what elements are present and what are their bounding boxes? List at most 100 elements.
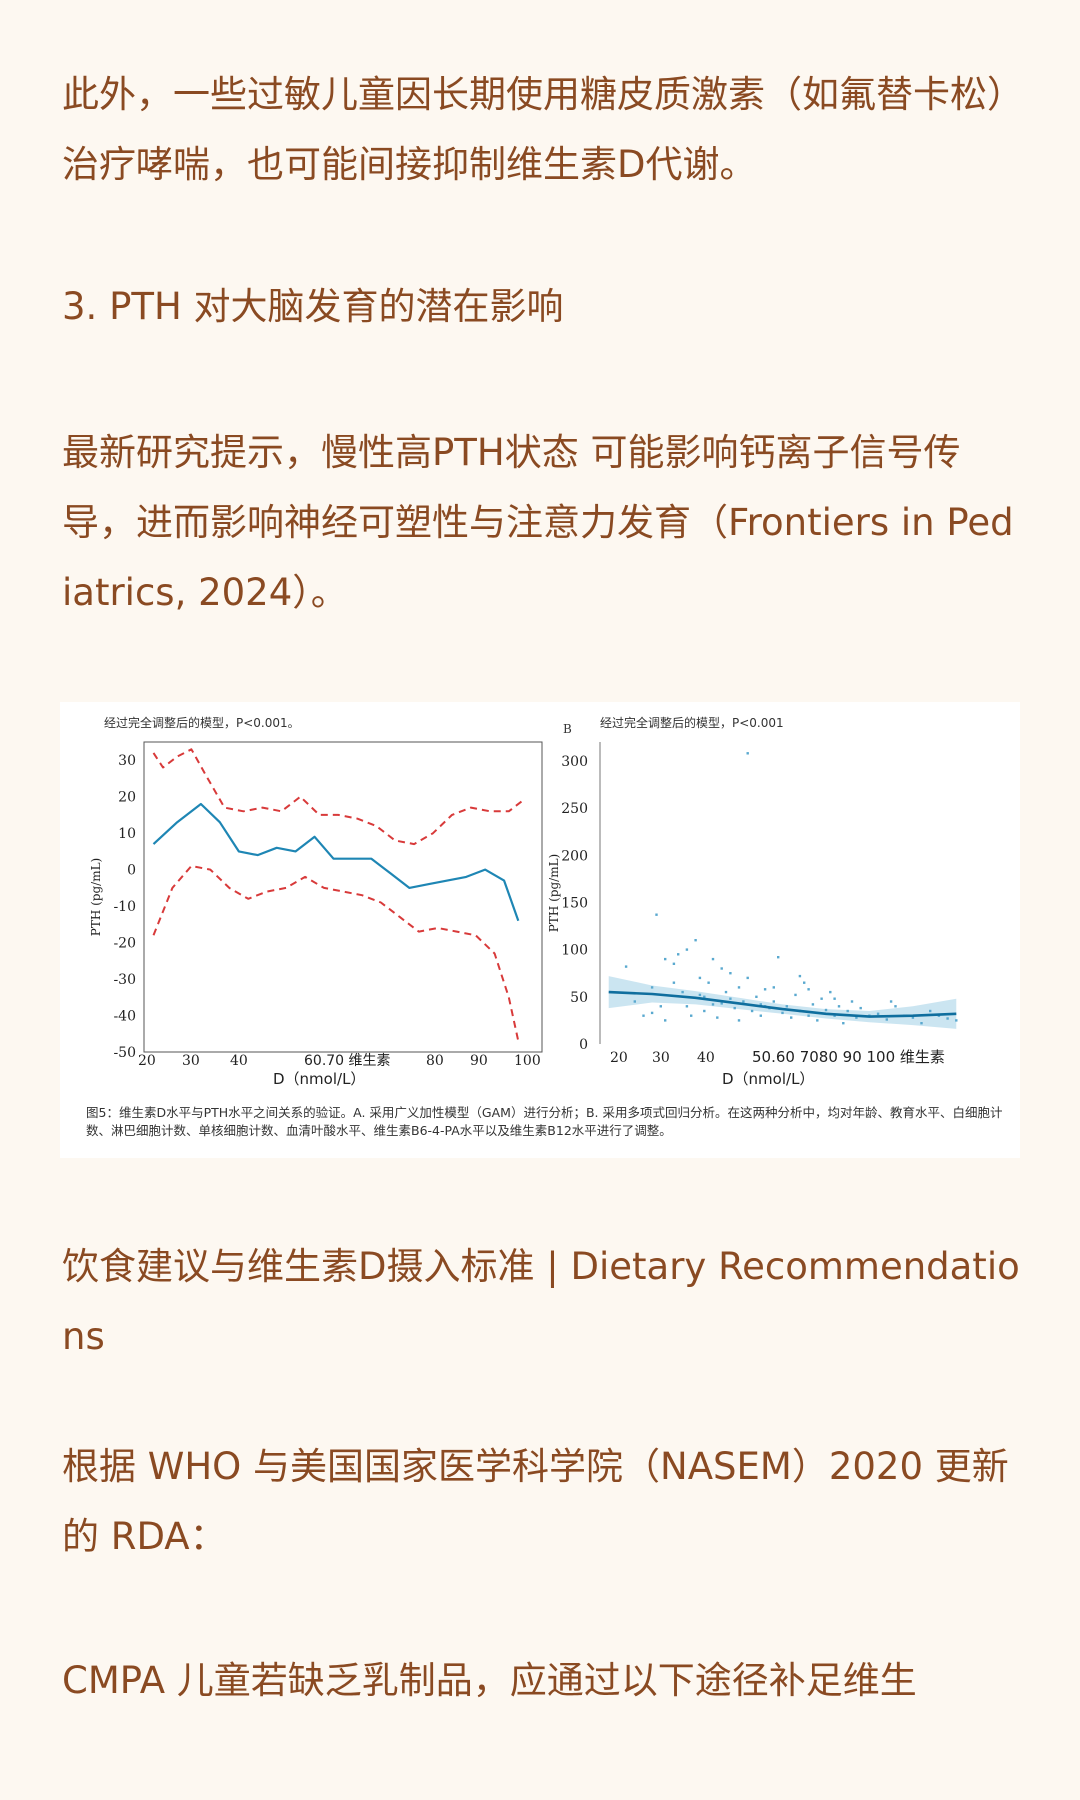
panel-b-point xyxy=(672,962,676,965)
panel-b-point xyxy=(624,965,628,968)
panel-b-title: 经过完全调整后的模型，P<0.001 xyxy=(600,716,784,730)
panel-b-point xyxy=(716,1016,719,1019)
panel-a-x-tick: 20 xyxy=(138,1053,156,1069)
panel-b-point xyxy=(750,1009,754,1013)
panel-b-point xyxy=(729,997,732,1000)
panel-b-point xyxy=(733,1006,736,1010)
panel-a-y-tick: -50 xyxy=(113,1045,136,1061)
panel-b-point xyxy=(829,990,832,994)
panel-a-y-tick: 10 xyxy=(118,826,136,842)
panel-b-point xyxy=(824,1008,828,1012)
panel-a-ylabel: PTH (pg/mL) xyxy=(89,858,103,936)
panel-b-point xyxy=(911,1016,915,1019)
panel-b-point xyxy=(746,752,749,755)
panel-b-point xyxy=(633,1000,636,1003)
panel-a-frame xyxy=(143,741,543,1053)
panel-b-point xyxy=(929,1009,932,1013)
figure-vitd-pth: 30 20 10 0 -10 -20 -30 -40 -50 20 30 40 60.70 维生素 80 9… xyxy=(60,702,1020,1158)
panel-b-point xyxy=(720,967,723,970)
panel-b-point xyxy=(755,995,758,998)
panel-b-x-tick: 40 xyxy=(697,1050,715,1066)
panel-b-point xyxy=(855,1016,858,1019)
panel-b-point xyxy=(955,1019,958,1022)
panel-b-point xyxy=(746,976,749,980)
panel-b-point xyxy=(720,1002,723,1005)
panel-a-y-tick: 0 xyxy=(127,863,136,879)
panel-b-x-tick: 30 xyxy=(652,1050,670,1066)
panel-b-point xyxy=(837,1005,841,1008)
panel-b-point xyxy=(729,972,732,975)
panel-b-point xyxy=(803,981,806,984)
panel-b-point xyxy=(690,1014,693,1017)
panel-b-point xyxy=(876,1012,880,1015)
panel-a-x-tick: 80 xyxy=(426,1053,444,1069)
panel-b-point xyxy=(685,1005,689,1008)
panel-b-point xyxy=(742,1000,745,1003)
panel-b-label: B xyxy=(563,722,572,736)
panel-a-fit-line xyxy=(152,802,520,922)
paragraph-pth-research: 最新研究提示，慢性高PTH状态 可能影响钙离子信号传导，进而影响神经可塑性与注意… xyxy=(62,431,1014,614)
panel-b-point xyxy=(846,1009,849,1013)
panel-b-point xyxy=(664,1019,667,1022)
panel-b-y-tick: 150 xyxy=(561,895,588,911)
panel-a-x-tick: 30 xyxy=(182,1053,200,1069)
paragraph-rda: 根据 WHO 与美国国家医学科学院（NASEM）2020 更新的 RDA： xyxy=(62,1445,1009,1558)
panel-a-xlabel: D（nmol/L） xyxy=(273,1070,366,1088)
panel-b-point xyxy=(759,1014,762,1017)
panel-b-point xyxy=(664,957,667,961)
panel-b-point xyxy=(711,1003,715,1006)
panel-b-y-tick: 100 xyxy=(561,943,588,959)
paragraph-steroids: 此外，一些过敏儿童因长期使用糖皮质激素（如氟替卡松）治疗哮喘，也可能间接抑制维生… xyxy=(62,73,1006,186)
panel-b-point xyxy=(946,1017,949,1020)
panel-b-y-tick: 0 xyxy=(579,1037,588,1053)
panel-b-point xyxy=(763,988,767,991)
panel-b-y-tick: 300 xyxy=(561,754,588,770)
panel-b-point xyxy=(811,1003,815,1006)
panel-b-point xyxy=(681,990,684,994)
panel-b-point xyxy=(816,1019,819,1022)
panel-b-point xyxy=(859,1006,862,1010)
panel-b-point xyxy=(703,995,706,998)
panel-a-x-tick: 90 xyxy=(470,1053,488,1069)
panel-b-y-tick: 50 xyxy=(570,990,588,1006)
panel-b-y-tick: 200 xyxy=(561,848,588,864)
panel-b-point xyxy=(672,981,676,984)
panel-b-y-tick: 250 xyxy=(561,801,588,817)
panel-b-point xyxy=(650,986,654,989)
panel-b-fit-line xyxy=(608,990,957,1018)
panel-a-ci-line xyxy=(152,748,524,846)
panel-b-point xyxy=(894,1005,897,1008)
panel-a-x-tick: 60.70 维生素 xyxy=(304,1053,391,1069)
panel-b-point xyxy=(790,1016,793,1019)
panel-b-point xyxy=(889,1000,893,1003)
panel-b-point xyxy=(724,990,728,994)
section-heading-pth: 3. PTH 对大脑发育的潜在影响 xyxy=(62,285,564,328)
panel-b-x-tick: 20 xyxy=(610,1050,628,1066)
panel-b-point xyxy=(694,939,697,942)
panel-a-y-tick: -10 xyxy=(113,899,136,915)
panel-b-point xyxy=(842,1022,845,1025)
panel-a-y-tick: 30 xyxy=(118,753,136,769)
panel-a-y-tick: -20 xyxy=(113,936,136,952)
paragraph-cmpa: CMPA 儿童若缺乏乳制品，应通过以下途径补足维生 xyxy=(62,1659,917,1702)
panel-b-point xyxy=(698,976,702,980)
panel-a-title: 经过完全调整后的模型，P<0.001。 xyxy=(104,716,300,730)
panel-a-x-tick: 40 xyxy=(230,1053,248,1069)
panel-b-point xyxy=(772,1000,775,1003)
panel-b-point xyxy=(711,957,715,961)
panel-b-point xyxy=(698,993,702,997)
panel-b-point xyxy=(685,948,689,951)
panel-a-y-tick: 20 xyxy=(118,790,136,806)
panel-b-point xyxy=(677,953,680,956)
panel-b-point xyxy=(833,1014,836,1017)
panel-b-point xyxy=(885,1018,888,1021)
panel-b-x-tick: 50.60 7080 90 100 维生素 xyxy=(752,1048,945,1066)
panel-b-point xyxy=(785,1005,788,1008)
panel-b-point xyxy=(920,1022,923,1025)
panel-b-ylabel: PTH (pg/mL) xyxy=(547,854,561,932)
panel-b-point xyxy=(807,988,810,991)
panel-b-point xyxy=(655,913,658,916)
panel-b-point xyxy=(737,1019,741,1022)
panel-b-point xyxy=(642,1014,645,1017)
